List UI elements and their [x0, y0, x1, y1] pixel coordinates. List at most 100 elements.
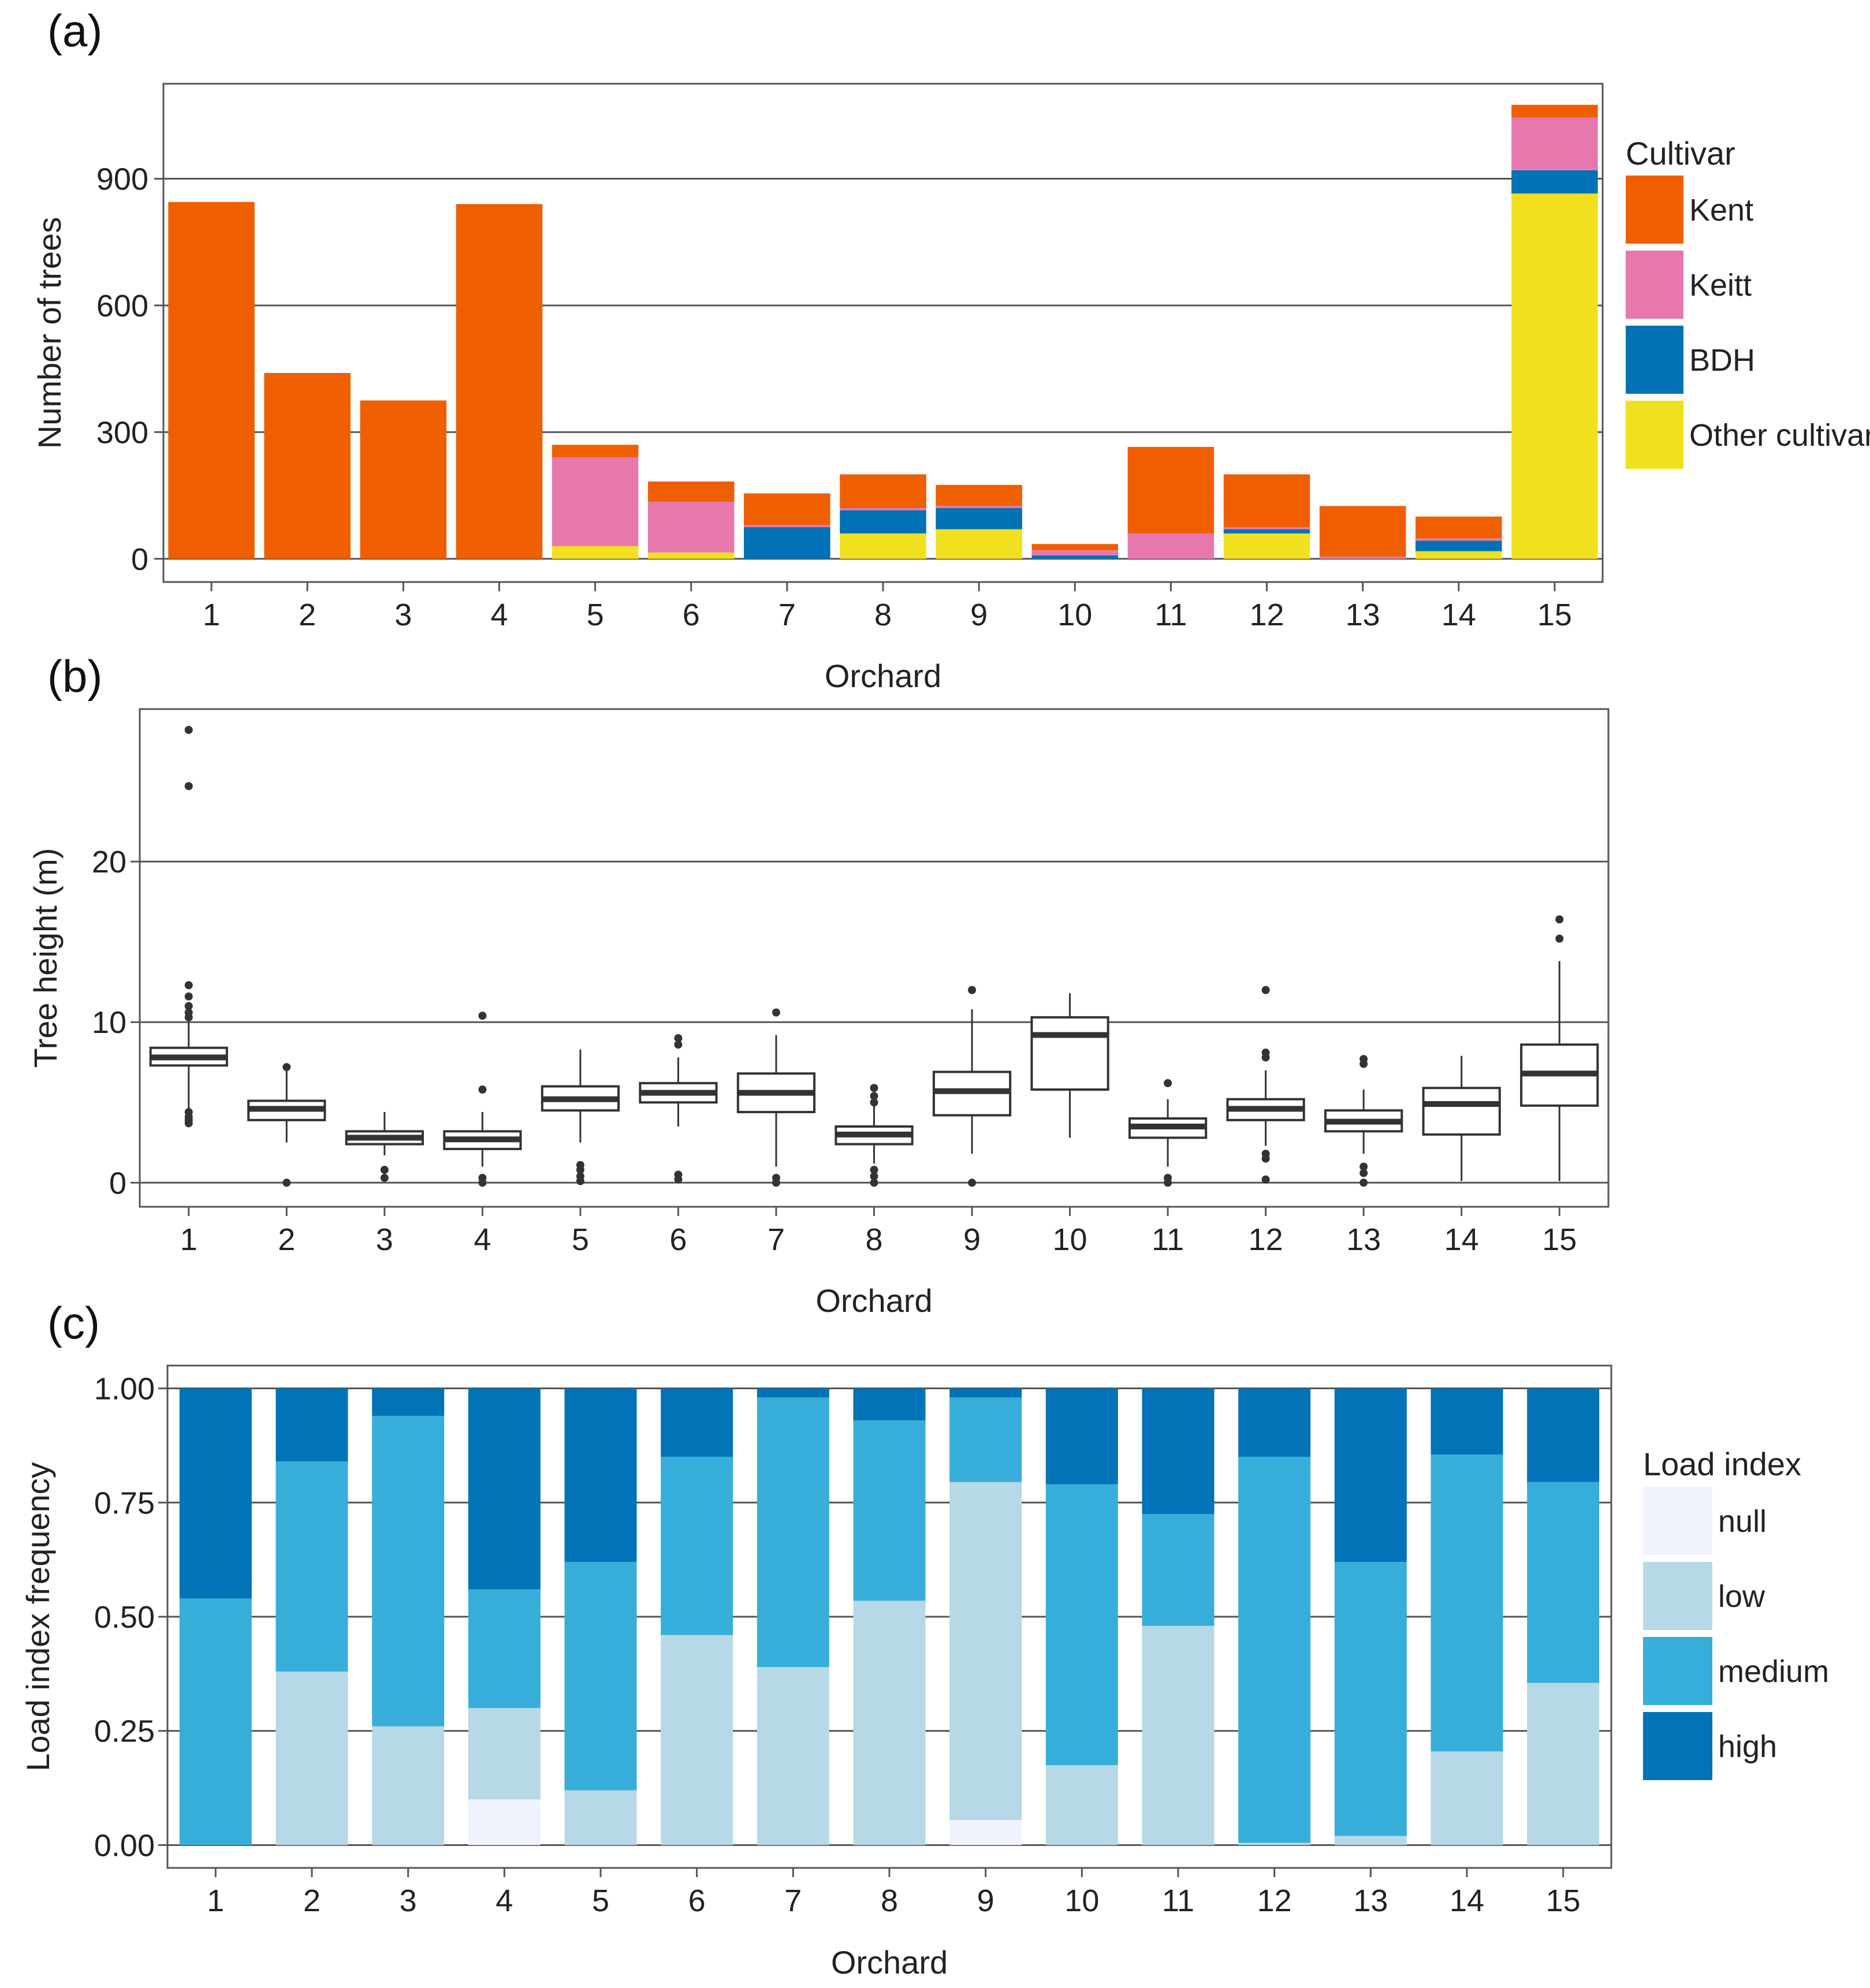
outlier-point-11	[1164, 1173, 1172, 1182]
x-tick-label-b: 15	[1542, 1222, 1577, 1257]
bar-c-4-low	[468, 1708, 541, 1800]
outlier-point-6	[674, 1040, 683, 1049]
legend-label-null: null	[1718, 1504, 1767, 1539]
bar-a-5-keitt	[552, 457, 639, 546]
box-10	[1030, 1016, 1109, 1091]
x-tick-label-b: 12	[1249, 1222, 1283, 1257]
bar-c-13-medium	[1334, 1562, 1407, 1836]
outlier-point-1	[184, 992, 193, 1001]
bar-c-10-medium	[1045, 1484, 1118, 1766]
bar-a-10-bdh	[1031, 555, 1119, 559]
y-tick-label-b: 20	[92, 845, 126, 879]
x-tick-label-b: 5	[572, 1222, 589, 1257]
bar-c-4-medium	[468, 1589, 541, 1709]
bar-c-5-high	[564, 1388, 637, 1562]
outlier-point-1	[184, 981, 193, 990]
y-tick-label-a: 300	[96, 415, 148, 450]
x-tick-label-c: 1	[207, 1883, 224, 1918]
legend-label-other-cultivar: Other cultivar	[1689, 418, 1870, 453]
bar-c-7-medium	[757, 1397, 829, 1667]
bar-c-12-high	[1238, 1388, 1311, 1457]
outlier-point-6	[674, 1034, 683, 1043]
outlier-point-4	[478, 1173, 487, 1182]
bar-c-6-high	[661, 1388, 733, 1457]
outlier-point-12	[1261, 1049, 1270, 1057]
bar-c-8-medium	[853, 1420, 926, 1601]
bar-a-5-kent	[552, 445, 639, 458]
outlier-point-7	[772, 1173, 780, 1182]
x-tick-label-a: 1	[203, 598, 220, 632]
y-tick-label-b: 10	[92, 1005, 126, 1040]
bar-c-9-medium	[949, 1397, 1022, 1482]
box-14	[1422, 1087, 1501, 1136]
bar-c-8-high	[853, 1388, 926, 1420]
legend-label-bdh: BDH	[1689, 343, 1755, 378]
bar-c-2-low	[275, 1671, 348, 1845]
bar-a-14-other-cultivar	[1415, 551, 1502, 559]
y-tick-label-a: 0	[131, 542, 148, 577]
legend-swatch-keitt	[1626, 251, 1683, 319]
outlier-point-8	[870, 1178, 878, 1187]
outlier-point-12	[1261, 1150, 1270, 1158]
bar-c-5-medium	[564, 1562, 637, 1791]
bar-c-14-medium	[1431, 1454, 1503, 1752]
bar-c-3-medium	[372, 1416, 445, 1726]
bar-a-7-bdh	[744, 527, 830, 559]
bar-a-1-kent	[168, 202, 255, 559]
x-tick-label-c: 12	[1257, 1883, 1292, 1918]
bar-c-5-low	[564, 1790, 637, 1845]
outlier-point-1	[184, 782, 193, 790]
x-tick-label-b: 2	[278, 1222, 295, 1257]
bar-c-1-high	[179, 1388, 252, 1599]
outlier-point-13	[1359, 1178, 1368, 1187]
bar-a-8-kent	[840, 474, 926, 509]
x-tick-label-c: 5	[592, 1883, 609, 1918]
x-tick-label-a: 2	[299, 598, 316, 632]
bar-a-15-bdh	[1511, 170, 1598, 194]
x-tick-label-b: 14	[1444, 1222, 1479, 1257]
legend-swatch-low	[1643, 1562, 1712, 1630]
legend-label-kent: Kent	[1689, 193, 1753, 227]
bar-a-12-other-cultivar	[1223, 533, 1310, 559]
bar-a-9-other-cultivar	[936, 529, 1022, 559]
bar-c-1-medium	[179, 1598, 252, 1845]
x-axis-title-c: Orchard	[831, 1944, 948, 1980]
legend-label-high: high	[1718, 1729, 1777, 1764]
bar-a-12-keitt	[1223, 527, 1310, 529]
bar-a-8-other-cultivar	[840, 533, 926, 559]
y-tick-label-c: 1.00	[94, 1372, 155, 1407]
y-tick-label-b: 0	[109, 1166, 126, 1200]
x-tick-label-c: 3	[400, 1883, 417, 1918]
bar-c-4-null	[468, 1799, 541, 1845]
y-axis-title-a: Number of trees	[31, 217, 68, 449]
x-tick-label-b: 3	[376, 1222, 393, 1257]
x-tick-label-a: 4	[490, 598, 508, 632]
x-tick-label-a: 9	[970, 598, 988, 632]
legend-label-keitt: Keitt	[1689, 268, 1752, 303]
bar-a-5-other-cultivar	[552, 546, 639, 559]
x-tick-label-c: 2	[303, 1883, 321, 1918]
legend-label-medium: medium	[1718, 1654, 1829, 1689]
outlier-point-8	[870, 1166, 878, 1174]
bar-a-13-kent	[1319, 506, 1406, 557]
outlier-point-7	[772, 1008, 780, 1017]
bar-c-2-high	[275, 1388, 348, 1462]
legend-swatch-high	[1643, 1712, 1712, 1780]
panel-label-a: (a)	[47, 5, 102, 56]
x-tick-label-a: 8	[874, 598, 892, 632]
outlier-point-9	[968, 1178, 977, 1187]
bar-c-11-low	[1142, 1625, 1215, 1845]
y-tick-label-c: 0.00	[94, 1828, 155, 1863]
bar-a-7-keitt	[744, 525, 830, 527]
bar-c-14-high	[1431, 1388, 1503, 1455]
bar-c-15-medium	[1527, 1482, 1600, 1683]
x-axis-title-b: Orchard	[815, 1282, 932, 1319]
legend-swatch-bdh	[1626, 326, 1683, 394]
outlier-point-8	[870, 1084, 878, 1092]
y-tick-label-a: 600	[96, 289, 148, 323]
y-axis-title-c: Load index frequency	[20, 1462, 56, 1771]
x-tick-label-a: 11	[1154, 598, 1187, 632]
x-tick-label-c: 10	[1064, 1883, 1099, 1918]
